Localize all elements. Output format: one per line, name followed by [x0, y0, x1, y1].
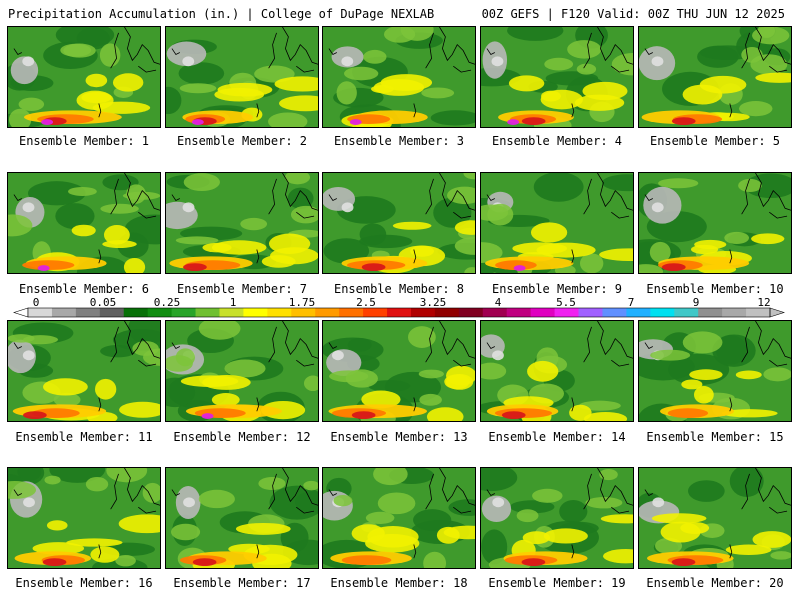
colorbar-segment [650, 308, 675, 317]
ensemble-member-label: Ensemble Member: 18 [330, 576, 468, 590]
colorbar-tick-label: 2.5 [356, 296, 376, 309]
colorbar-segment [195, 308, 220, 317]
colorbar-tick-label: 4 [495, 296, 502, 309]
colorbar-segment [339, 308, 364, 317]
ensemble-member-map [638, 320, 792, 422]
colorbar-segment [315, 308, 340, 317]
colorbar-segment [578, 308, 603, 317]
ensemble-member-label: Ensemble Member: 4 [491, 134, 623, 148]
ensemble-member-map [165, 467, 319, 569]
colorbar-tick-label: 0.25 [154, 296, 181, 309]
ensemble-member-map [480, 172, 634, 274]
colorbar-segment [267, 308, 292, 317]
colorbar-segment [602, 308, 627, 317]
colorbar-segment [698, 308, 723, 317]
colorbar-segment [75, 308, 101, 317]
colorbar-tick-label: 0.05 [90, 296, 117, 309]
ensemble-member-label: Ensemble Member: 16 [15, 576, 153, 590]
colorbar-tick-label: 0 [33, 296, 40, 309]
colorbar-right-arrow [769, 307, 785, 318]
colorbar-segment [363, 308, 388, 317]
colorbar-segment [99, 308, 125, 317]
ensemble-member-label: Ensemble Member: 20 [646, 576, 784, 590]
ensemble-member-label: Ensemble Member: 7 [176, 282, 308, 296]
colorbar-segment [243, 308, 268, 317]
ensemble-member-map [7, 467, 161, 569]
ensemble-member-map [322, 172, 476, 274]
colorbar-segment [291, 308, 316, 317]
colorbar-segment [171, 308, 197, 317]
colorbar-segment [722, 308, 747, 317]
colorbar-tick-label: 3.25 [420, 296, 447, 309]
colorbar-outline [27, 307, 771, 318]
colorbar-segment [530, 308, 556, 317]
colorbar-tick-label: 7 [628, 296, 635, 309]
ensemble-member-label: Ensemble Member: 6 [18, 282, 150, 296]
ensemble-member-label: Ensemble Member: 9 [491, 282, 623, 296]
ensemble-member-label: Ensemble Member: 14 [488, 430, 626, 444]
colorbar-tick-label: 12 [757, 296, 770, 309]
colorbar-segment [434, 308, 460, 317]
colorbar-left-arrow [13, 307, 29, 318]
colorbar-tick-label: 1.75 [289, 296, 316, 309]
ensemble-member-label: Ensemble Member: 15 [646, 430, 784, 444]
colorbar-segment [554, 308, 580, 317]
ensemble-member-map [638, 26, 792, 128]
ensemble-member-map [7, 26, 161, 128]
ensemble-member-label: Ensemble Member: 12 [173, 430, 311, 444]
colorbar-segment [28, 308, 53, 317]
colorbar-segment [482, 308, 508, 317]
ensemble-member-map [480, 467, 634, 569]
colorbar-segment [147, 308, 173, 317]
ensemble-member-map [7, 320, 161, 422]
ensemble-member-map [165, 26, 319, 128]
ensemble-member-map [322, 467, 476, 569]
ensemble-member-map [165, 172, 319, 274]
ensemble-member-map [322, 26, 476, 128]
ensemble-member-label: Ensemble Member: 1 [18, 134, 150, 148]
run-valid-time: 00Z GEFS | F120 Valid: 00Z THU JUN 12 20… [481, 7, 785, 21]
colorbar-segment [219, 308, 244, 317]
ensemble-member-map [638, 172, 792, 274]
ensemble-member-label: Ensemble Member: 3 [333, 134, 465, 148]
colorbar-tick-label: 5.5 [556, 296, 576, 309]
colorbar-segment [410, 308, 436, 317]
ensemble-member-label: Ensemble Member: 13 [330, 430, 468, 444]
ensemble-member-map [7, 172, 161, 274]
chart-title: Precipitation Accumulation (in.) | Colle… [8, 7, 435, 21]
colorbar-segment [458, 308, 484, 317]
ensemble-member-label: Ensemble Member: 10 [646, 282, 784, 296]
colorbar-tick-label: 1 [230, 296, 237, 309]
ensemble-member-map [322, 320, 476, 422]
ensemble-member-map [165, 320, 319, 422]
colorbar-segment [674, 308, 699, 317]
ensemble-member-label: Ensemble Member: 17 [173, 576, 311, 590]
colorbar-segment [506, 308, 532, 317]
ensemble-member-map [638, 467, 792, 569]
colorbar-segment [746, 308, 771, 317]
ensemble-member-label: Ensemble Member: 8 [333, 282, 465, 296]
colorbar-segment [51, 308, 77, 317]
colorbar-segment [387, 308, 412, 317]
colorbar-tick-label: 9 [693, 296, 700, 309]
ensemble-member-label: Ensemble Member: 19 [488, 576, 626, 590]
ensemble-member-map [480, 320, 634, 422]
ensemble-member-map [480, 26, 634, 128]
colorbar-segment [123, 308, 149, 317]
colorbar-segment [626, 308, 651, 317]
ensemble-member-label: Ensemble Member: 2 [176, 134, 308, 148]
ensemble-member-label: Ensemble Member: 5 [649, 134, 781, 148]
ensemble-member-label: Ensemble Member: 11 [15, 430, 153, 444]
